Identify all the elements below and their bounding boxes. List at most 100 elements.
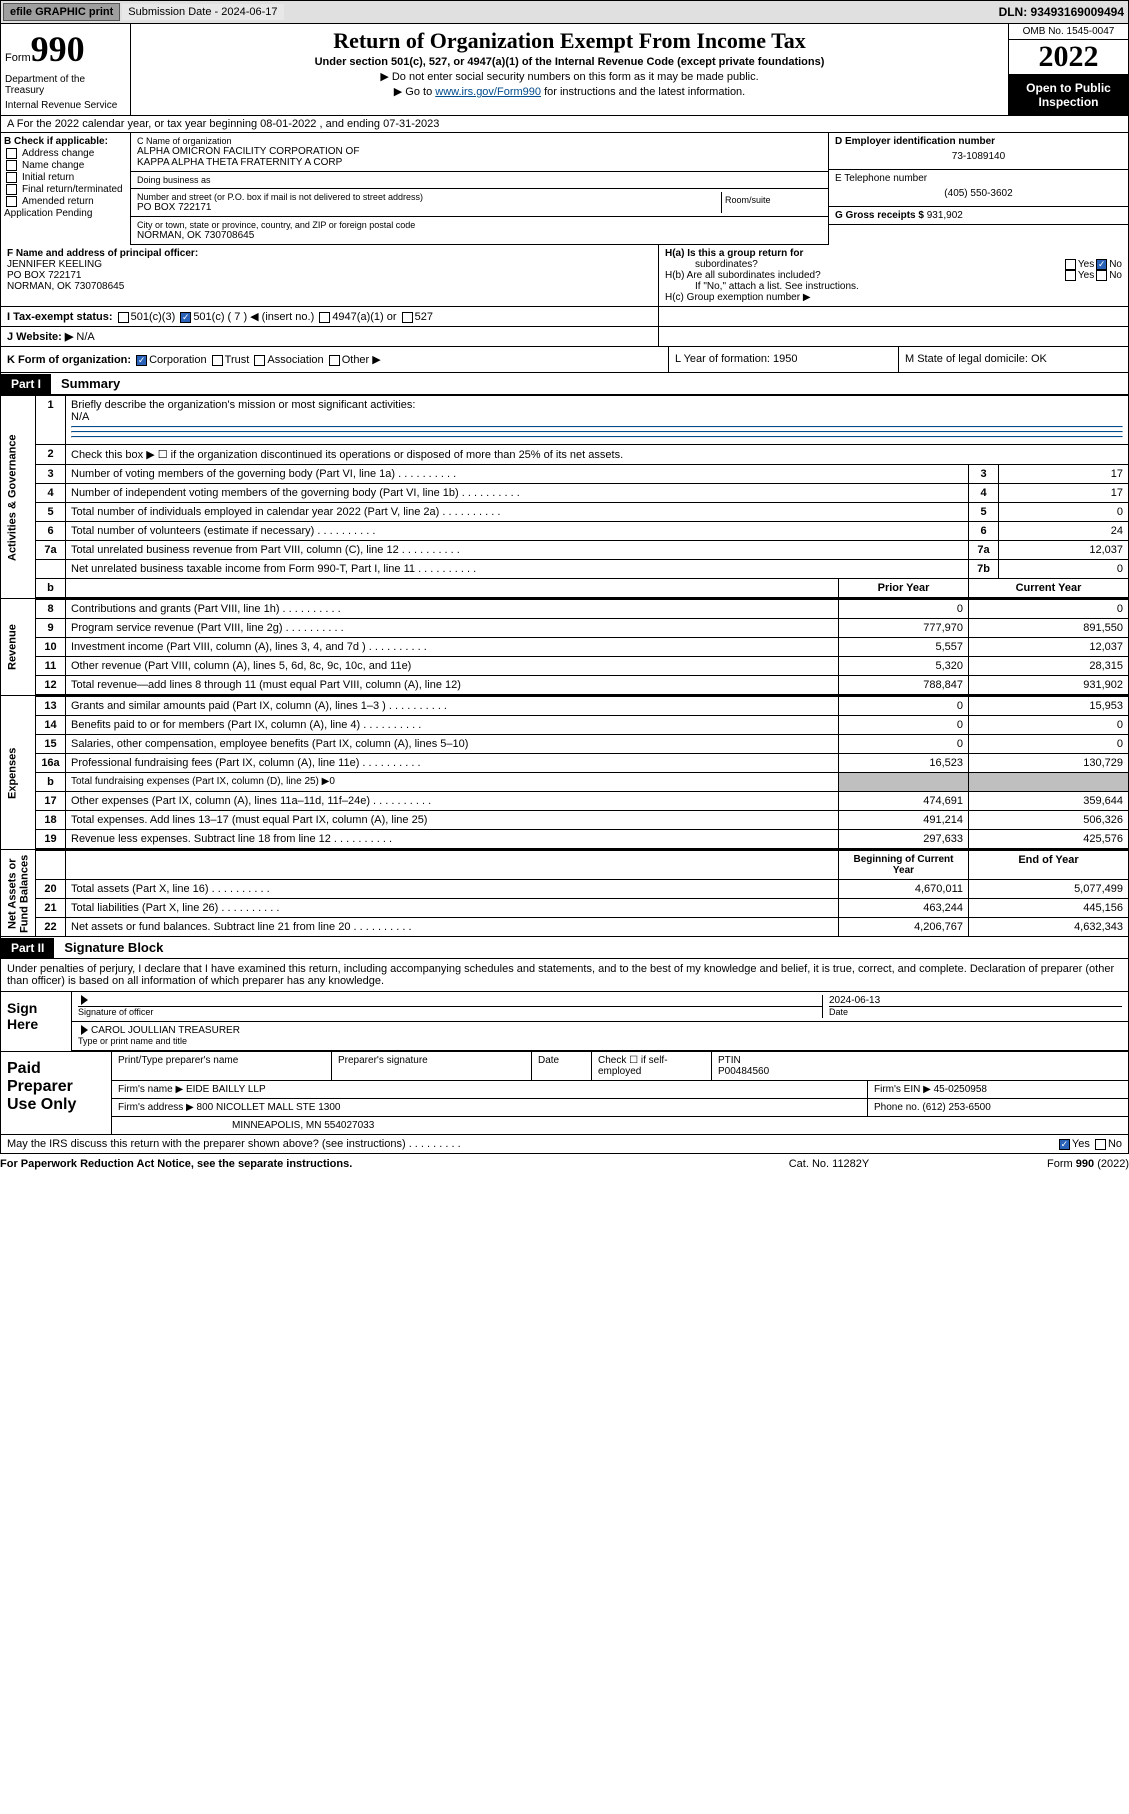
fein-lbl: Firm's EIN ▶ (874, 1084, 931, 1095)
hb-yes-lbl: Yes (1078, 270, 1094, 281)
chk-initial[interactable] (6, 172, 17, 183)
pt-sig-lbl: Preparer's signature (332, 1052, 532, 1080)
form-word: Form (5, 52, 31, 64)
addr-label: Number and street (or P.O. box if mail i… (137, 192, 721, 202)
chk-trust[interactable] (212, 355, 223, 366)
efile-print-button[interactable]: efile GRAPHIC print (3, 3, 120, 21)
fphone-lbl: Phone no. (874, 1102, 920, 1113)
form-ref: Form 990 (2022) (929, 1158, 1129, 1170)
ssn-warning: ▶ Do not enter social security numbers o… (141, 70, 998, 83)
r10p: 5,557 (839, 638, 969, 657)
form-header: Form 990 Department of the Treasury Inte… (0, 24, 1129, 116)
part2-title: Signature Block (54, 937, 173, 958)
row-fh: F Name and address of principal officer:… (0, 245, 1129, 307)
r8p: 0 (839, 599, 969, 619)
r15c: 0 (969, 735, 1129, 754)
lbl-corp: Corporation (149, 354, 206, 366)
row-a-taxyear: A For the 2022 calendar year, or tax yea… (0, 116, 1129, 133)
gross-value: 931,902 (927, 210, 963, 221)
discuss-no[interactable] (1095, 1139, 1106, 1150)
lbl-initial: Initial return (22, 172, 74, 183)
goto-suffix: for instructions and the latest informat… (541, 86, 745, 98)
city-value: NORMAN, OK 730708645 (137, 230, 822, 241)
r4v: 17 (999, 484, 1129, 503)
r6n: 6 (969, 522, 999, 541)
chk-amended[interactable] (6, 196, 17, 207)
r16bc-gray (969, 773, 1129, 792)
r9: Program service revenue (Part VIII, line… (66, 619, 839, 638)
side-netassets: Net Assets or Fund Balances (1, 850, 36, 937)
page-footer: For Paperwork Reduction Act Notice, see … (0, 1154, 1129, 1174)
r21c: 445,156 (969, 899, 1129, 918)
form990-link[interactable]: www.irs.gov/Form990 (435, 86, 541, 98)
r19: Revenue less expenses. Subtract line 18 … (66, 830, 839, 850)
r14: Benefits paid to or for members (Part IX… (66, 716, 839, 735)
r22c: 4,632,343 (969, 918, 1129, 937)
faddr-val: 800 NICOLLET MALL STE 1300 (197, 1102, 341, 1113)
ha-no[interactable] (1096, 259, 1107, 270)
officer-label: F Name and address of principal officer: (7, 248, 652, 259)
cy-hdr: Current Year (969, 579, 1129, 599)
chk-4947[interactable] (319, 312, 330, 323)
hb-yes[interactable] (1065, 270, 1076, 281)
lbl-assoc: Association (267, 354, 323, 366)
chk-corp[interactable] (136, 355, 147, 366)
open-public-badge: Open to Public Inspection (1009, 75, 1128, 115)
part2-header: Part II Signature Block (0, 937, 1129, 959)
r16a: Professional fundraising fees (Part IX, … (66, 754, 839, 773)
hb-label: H(b) Are all subordinates included? (665, 270, 1063, 281)
r20: Total assets (Part X, line 16) (66, 880, 839, 899)
dept-treasury: Department of the Treasury (5, 74, 126, 96)
discuss-yes[interactable] (1059, 1139, 1070, 1150)
r7av: 12,037 (999, 541, 1129, 560)
r3: Number of voting members of the governin… (66, 465, 969, 484)
tel-label: E Telephone number (835, 173, 1122, 184)
col-c: C Name of organization ALPHA OMICRON FAC… (131, 133, 828, 245)
i-label: I Tax-exempt status: (7, 311, 113, 323)
chk-final[interactable] (6, 184, 17, 195)
ptin-lbl: PTIN (718, 1055, 741, 1066)
col-b-header: B Check if applicable: (4, 136, 127, 147)
pt-name-lbl: Print/Type preparer's name (112, 1052, 332, 1080)
r11p: 5,320 (839, 657, 969, 676)
chk-501c[interactable] (180, 312, 191, 323)
r7an: 7a (969, 541, 999, 560)
r7bn: 7b (969, 560, 999, 579)
j-label: J Website: ▶ (7, 331, 73, 343)
lbl-trust: Trust (225, 354, 250, 366)
chk-name[interactable] (6, 160, 17, 171)
chk-assoc[interactable] (254, 355, 265, 366)
officer-value: JENNIFER KEELING PO BOX 722171 NORMAN, O… (7, 259, 652, 292)
discuss-row: May the IRS discuss this return with the… (0, 1135, 1129, 1154)
chk-527[interactable] (402, 312, 413, 323)
r15: Salaries, other compensation, employee b… (66, 735, 839, 754)
part1-tag: Part I (1, 374, 51, 394)
col-d: D Employer identification number 73-1089… (828, 133, 1128, 245)
r21: Total liabilities (Part X, line 26) (66, 899, 839, 918)
subtitle: Under section 501(c), 527, or 4947(a)(1)… (141, 56, 998, 68)
lbl-other: Other ▶ (342, 354, 381, 366)
faddr2-val: MINNEAPOLIS, MN 554027033 (112, 1117, 1128, 1134)
gross-label: G Gross receipts $ (835, 210, 927, 221)
chk-501c3[interactable] (118, 312, 129, 323)
chk-address[interactable] (6, 148, 17, 159)
sig-date-lbl: Date (829, 1006, 1122, 1017)
chk-other[interactable] (329, 355, 340, 366)
fein-val: 45-0250958 (934, 1084, 987, 1095)
hb-no[interactable] (1096, 270, 1107, 281)
r18: Total expenses. Add lines 13–17 (must eq… (66, 811, 839, 830)
ptin-val: P00484560 (718, 1066, 769, 1077)
k-label: K Form of organization: (7, 354, 131, 366)
org-name: ALPHA OMICRON FACILITY CORPORATION OF KA… (137, 146, 822, 168)
discuss-no-lbl: No (1108, 1138, 1122, 1150)
form-ref-num: 990 (1076, 1158, 1094, 1170)
r17c: 359,644 (969, 792, 1129, 811)
hb-no-lbl: No (1109, 270, 1122, 281)
r4n: 4 (969, 484, 999, 503)
r15p: 0 (839, 735, 969, 754)
r16ap: 16,523 (839, 754, 969, 773)
ha-yes[interactable] (1065, 259, 1076, 270)
ha2-label: subordinates? (665, 259, 1063, 270)
r21p: 463,244 (839, 899, 969, 918)
fphone-val: (612) 253-6500 (922, 1102, 990, 1113)
